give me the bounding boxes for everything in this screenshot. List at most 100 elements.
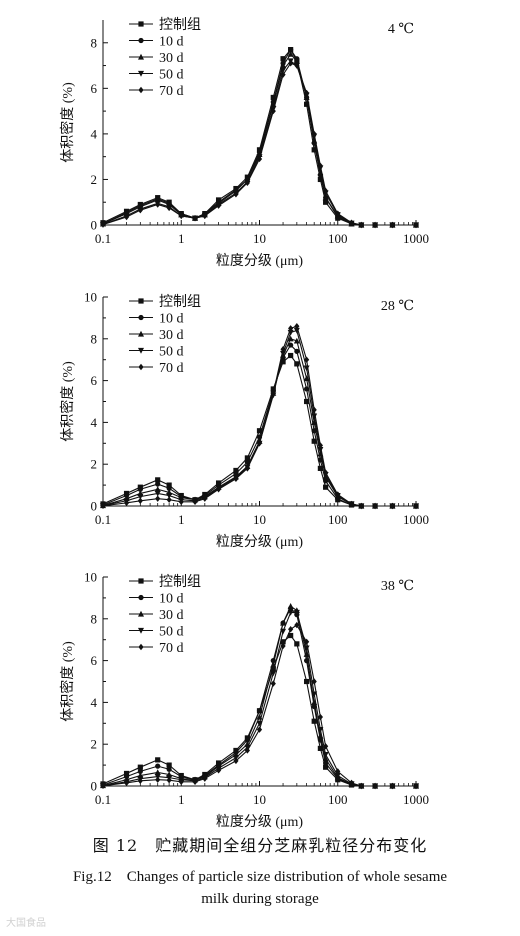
- legend-label: 70 d: [159, 361, 184, 376]
- watermark-text: 大国食品: [6, 918, 46, 929]
- data-point: [323, 199, 329, 205]
- data-point: [317, 465, 323, 471]
- data-point: [244, 465, 250, 472]
- figure-caption-en: Fig.12 Changes of particle size distribu…: [0, 866, 520, 910]
- data-point: [280, 71, 286, 78]
- data-point: [270, 666, 276, 672]
- series-4: [100, 327, 419, 510]
- legend-marker: [138, 594, 144, 601]
- data-point: [233, 757, 239, 765]
- legend-label: 10 d: [159, 312, 184, 327]
- data-point: [294, 348, 300, 354]
- data-point: [123, 779, 130, 787]
- data-point: [166, 776, 172, 784]
- figure-caption-en-line2: milk during storage: [201, 891, 319, 907]
- data-point: [155, 757, 161, 763]
- data-point: [322, 752, 329, 758]
- data-point: [123, 499, 130, 507]
- series-line: [102, 329, 416, 507]
- data-point: [317, 713, 323, 721]
- legend-marker: [138, 347, 144, 354]
- y-tick-label: 4: [91, 126, 98, 141]
- data-point: [323, 764, 329, 770]
- data-point: [294, 361, 300, 367]
- data-point: [137, 486, 143, 492]
- data-point: [154, 769, 161, 776]
- series-1: [100, 47, 419, 228]
- legend-label: 30 d: [159, 51, 184, 66]
- data-point: [358, 221, 364, 229]
- x-tick-label: 0.1: [95, 512, 111, 527]
- data-point: [178, 778, 184, 786]
- legend-label: 70 d: [159, 84, 184, 99]
- data-point: [155, 495, 161, 502]
- data-point: [317, 162, 323, 169]
- data-point: [233, 191, 239, 198]
- data-point: [166, 496, 172, 503]
- series-2: [100, 605, 419, 789]
- data-point: [323, 743, 329, 750]
- data-point: [358, 782, 364, 790]
- data-point: [280, 639, 286, 645]
- panel-label: 38 ℃: [381, 579, 414, 594]
- y-axis-title: 体积密度 (%): [59, 82, 76, 163]
- data-point: [155, 201, 161, 208]
- x-tick-label: 10: [253, 792, 266, 807]
- data-point: [178, 212, 184, 220]
- legend: 控制组 10 d30 d 50 d70 d: [129, 294, 201, 376]
- data-point: [233, 475, 239, 483]
- y-tick-label: 4: [91, 695, 98, 710]
- panel-label: 4 ℃: [388, 22, 414, 37]
- series-3: [100, 335, 419, 509]
- data-point: [270, 94, 276, 101]
- legend-label: 70 d: [159, 641, 184, 656]
- data-point: [348, 500, 355, 508]
- data-point: [311, 678, 317, 685]
- data-point: [280, 619, 287, 626]
- data-point: [287, 335, 294, 342]
- data-point: [166, 485, 172, 491]
- series-line: [102, 344, 416, 507]
- y-tick-label: 2: [91, 737, 98, 752]
- data-point: [233, 467, 239, 474]
- data-point: [244, 179, 250, 187]
- data-point: [304, 398, 310, 405]
- legend-marker: [138, 627, 144, 634]
- data-point: [270, 107, 276, 115]
- data-point: [166, 766, 172, 772]
- data-point: [280, 62, 287, 69]
- data-point: [413, 782, 419, 790]
- figure-caption-en-line1: Fig.12 Changes of particle size distribu…: [72, 869, 448, 885]
- data-point: [192, 498, 198, 506]
- legend-marker: [138, 21, 144, 27]
- series-line: [102, 611, 416, 787]
- data-point: [166, 204, 172, 212]
- data-point: [280, 350, 287, 357]
- data-point: [335, 768, 341, 775]
- data-point: [270, 680, 276, 687]
- y-tick-label: 4: [91, 415, 98, 430]
- legend-label: 10 d: [159, 35, 184, 50]
- x-tick-label: 1000: [403, 512, 429, 527]
- y-tick-label: 10: [84, 570, 97, 585]
- y-tick-label: 6: [91, 653, 98, 668]
- legend-label: 10 d: [159, 592, 184, 607]
- series-line: [102, 338, 416, 507]
- data-point: [322, 194, 329, 201]
- legend-label: 控制组: [159, 574, 201, 590]
- legend-marker: [138, 330, 144, 337]
- data-point: [317, 745, 323, 751]
- series-line: [102, 325, 416, 507]
- legend-label: 控制组: [159, 294, 201, 310]
- legend-marker: [138, 86, 144, 94]
- y-tick-label: 0: [91, 499, 98, 514]
- data-point: [335, 210, 341, 217]
- data-point: [280, 628, 287, 635]
- legend-label: 控制组: [159, 17, 201, 33]
- data-point: [323, 484, 329, 490]
- data-point: [178, 498, 184, 506]
- data-point: [202, 775, 208, 782]
- data-point: [288, 352, 294, 359]
- data-point: [304, 89, 310, 97]
